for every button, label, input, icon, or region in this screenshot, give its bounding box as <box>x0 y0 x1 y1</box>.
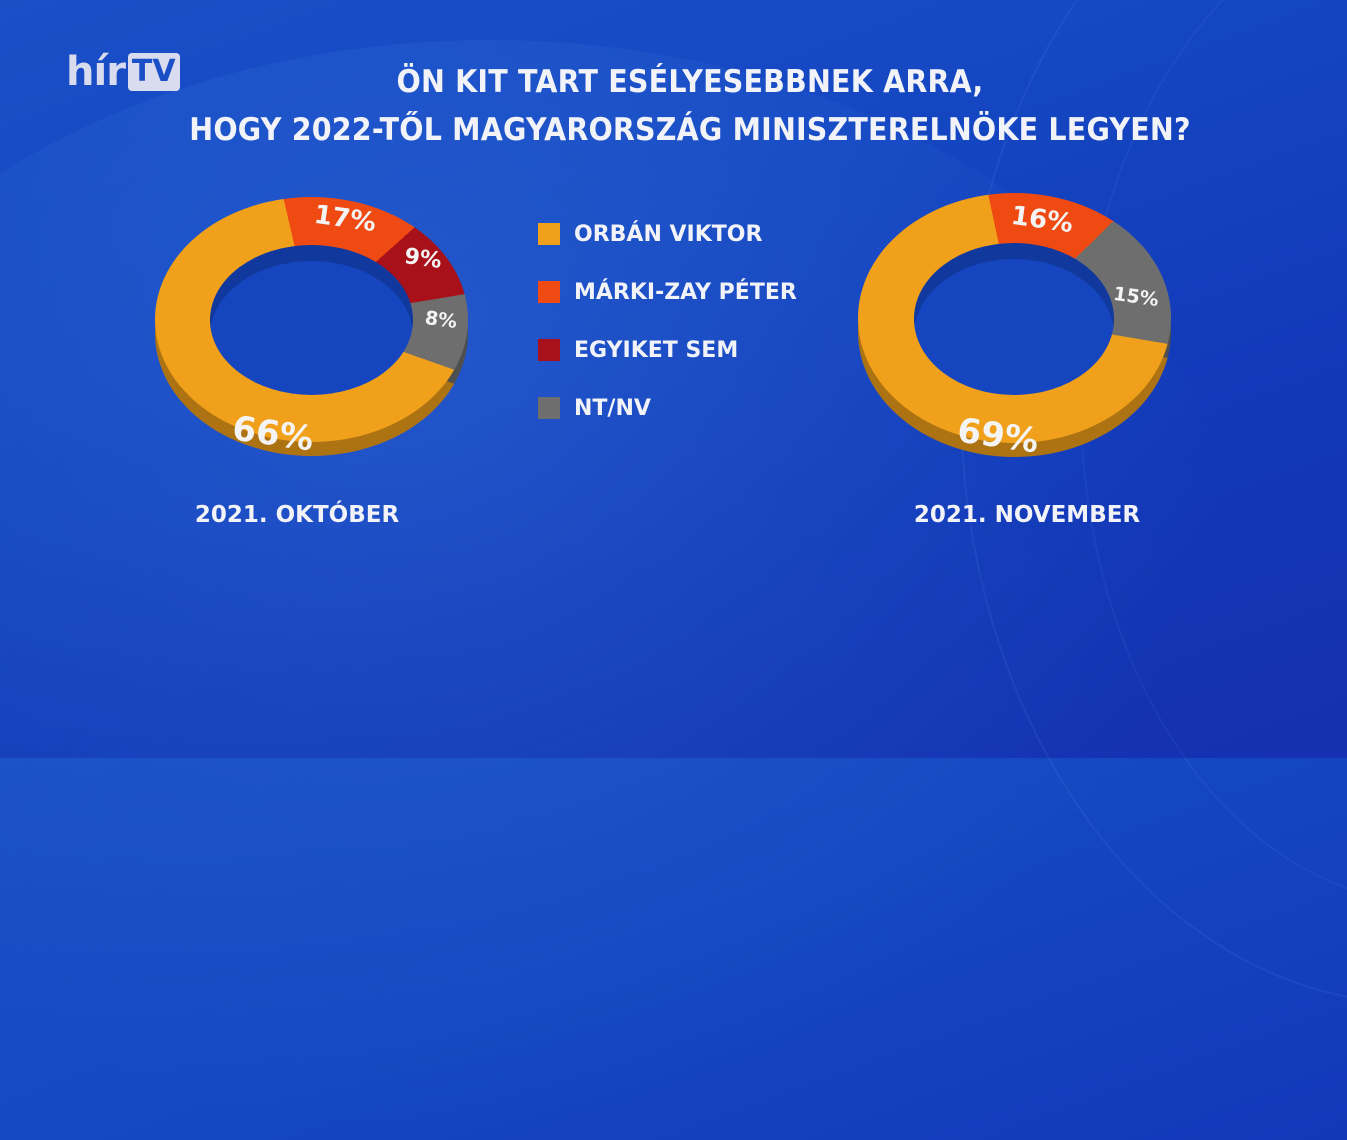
label-ntnv-pct: 8% <box>423 306 459 334</box>
hirtv-logo: hír TV <box>66 52 180 92</box>
donut-hole <box>210 245 413 395</box>
chart-legend: ORBÁN VIKTOR MÁRKI-ZAY PÉTER EGYIKET SEM… <box>538 205 797 437</box>
chart-title: ÖN KIT TART ESÉLYESEBBNEK ARRA, HOGY 202… <box>110 58 1269 154</box>
caption-november: 2021. NOVEMBER <box>913 502 1141 528</box>
legend-swatch <box>538 223 560 245</box>
donut-chart-november: 16% 15% 69% <box>858 193 1171 461</box>
legend-label: ORBÁN VIKTOR <box>574 221 763 247</box>
legend-item-markizay: MÁRKI-ZAY PÉTER <box>538 263 797 321</box>
donut-chart-october: 17% 9% 8% 66% <box>155 197 468 459</box>
legend-swatch <box>538 339 560 361</box>
legend-item-egyiket-sem: EGYIKET SEM <box>538 321 797 379</box>
legend-item-orban: ORBÁN VIKTOR <box>538 205 797 263</box>
legend-swatch <box>538 397 560 419</box>
caption-october: 2021. OKTÓBER <box>194 502 400 528</box>
legend-swatch <box>538 281 560 303</box>
logo-text-hir: hír <box>66 49 126 95</box>
title-line-1: ÖN KIT TART ESÉLYESEBBNEK ARRA, <box>396 64 984 100</box>
legend-item-ntnv: NT/NV <box>538 379 797 437</box>
label-egyiket-pct: 9% <box>402 244 444 274</box>
donut-hole <box>914 243 1114 395</box>
legend-label: NT/NV <box>574 395 651 421</box>
title-line-2: HOGY 2022-TŐL MAGYARORSZÁG MINISZTERELNÖ… <box>189 112 1191 148</box>
legend-label: MÁRKI-ZAY PÉTER <box>574 279 797 305</box>
logo-text-tv: TV <box>127 53 180 91</box>
legend-label: EGYIKET SEM <box>574 337 739 363</box>
